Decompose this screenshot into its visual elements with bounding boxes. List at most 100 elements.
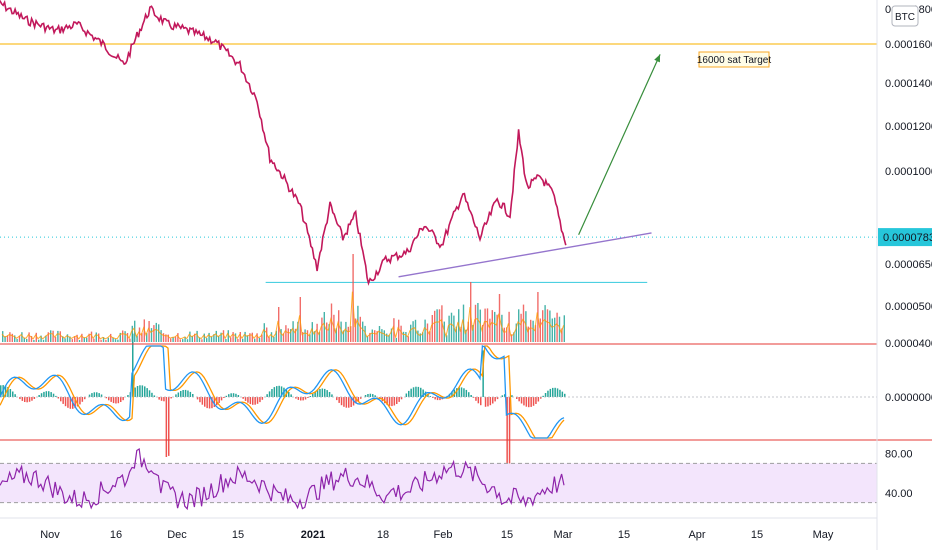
histogram-bar: [463, 388, 465, 397]
histogram-bar: [117, 397, 120, 404]
target-annotation[interactable]: 16000 sat Target: [697, 51, 772, 68]
volume-bar: [194, 333, 196, 342]
histogram-bar: [252, 397, 254, 405]
histogram-bar: [506, 397, 508, 478]
rsi-tick-label: 40.00: [885, 488, 913, 500]
volume-bar: [110, 333, 112, 342]
histogram-bar: [542, 395, 544, 397]
histogram-bar: [134, 387, 136, 397]
volume-bar: [210, 336, 213, 342]
volume-bar: [242, 338, 244, 342]
histogram-bar: [19, 397, 21, 400]
histogram-bar: [393, 397, 396, 406]
histogram-bar: [460, 387, 463, 397]
volume-bar: [513, 332, 515, 342]
histogram-bar: [192, 394, 194, 397]
histogram-bar: [429, 396, 432, 397]
histogram-bar: [386, 397, 388, 405]
histogram-bar: [62, 397, 64, 404]
histogram-bar: [549, 388, 552, 397]
histogram-bar: [9, 389, 12, 397]
histogram-bar: [480, 397, 482, 406]
volume-bar: [506, 327, 508, 342]
volume-bar: [42, 339, 45, 342]
volume-bar: [90, 331, 93, 342]
histogram-bar: [552, 387, 554, 397]
volume-bar: [374, 330, 376, 342]
histogram-bar: [163, 397, 165, 402]
volume-bar: [297, 321, 299, 342]
histogram-bar: [319, 389, 321, 397]
volume-bar: [510, 334, 513, 342]
volume-bar: [556, 312, 558, 342]
volume-bar: [218, 336, 220, 342]
histogram-bar: [328, 392, 331, 397]
histogram-bar: [420, 387, 422, 397]
volume-bar: [11, 333, 13, 342]
price-scale[interactable]: 0.00018000.00016000.00014000.00012000.00…: [876, 0, 932, 550]
histogram-bar: [357, 397, 360, 402]
price-pane[interactable]: 16000 sat Target: [0, 0, 877, 286]
volume-bar: [158, 324, 160, 342]
histogram-bar: [561, 391, 564, 397]
volume-bar: [311, 322, 313, 342]
volume-bar: [314, 331, 316, 342]
histogram-bar: [340, 397, 343, 406]
volume-bar: [436, 309, 438, 342]
histogram-bar: [496, 397, 499, 400]
histogram-bar: [55, 395, 57, 397]
time-axis[interactable]: Nov 16 Dec 15 2021 18 Feb 15 Mar 15 Apr 15 May: [0, 517, 877, 541]
volume-bar: [57, 330, 59, 342]
volume-bar: [354, 318, 357, 342]
volume-bar: [326, 322, 328, 342]
volume-bar: [347, 326, 349, 342]
rsi-pane[interactable]: [0, 447, 877, 511]
volume-bar: [263, 323, 265, 342]
volume-bar: [2, 331, 4, 342]
volume-bar: [14, 335, 16, 342]
volume-bar: [88, 333, 90, 342]
volume-bar: [256, 333, 258, 342]
volume-bar: [350, 326, 352, 342]
current-price-text: 0.0000783: [883, 232, 932, 244]
histogram-bar: [204, 397, 206, 407]
histogram-bar: [220, 397, 223, 401]
volume-bar: [345, 321, 347, 342]
oscillator-pane[interactable]: [0, 333, 877, 479]
histogram-bar: [184, 389, 187, 397]
volume-bar: [328, 324, 330, 342]
volume-bar: [371, 329, 373, 342]
histogram-bar: [326, 390, 328, 397]
volume-bar: [71, 339, 73, 342]
volume-bar: [230, 337, 232, 342]
volume-bar: [335, 328, 337, 342]
volume-bar: [321, 317, 323, 342]
volume-bar: [400, 325, 402, 342]
histogram-bar: [177, 392, 180, 397]
volume-bar: [290, 329, 292, 342]
histogram-bar: [396, 397, 398, 404]
histogram-bar: [182, 390, 184, 397]
histogram-bar: [199, 397, 201, 403]
histogram-bar: [144, 386, 146, 397]
volume-bar: [102, 337, 105, 342]
histogram-bar: [300, 397, 302, 401]
volume-bar: [28, 332, 30, 342]
time-tick-label: Nov: [40, 529, 60, 541]
time-tick-label: Mar: [554, 529, 573, 541]
histogram-bar: [100, 394, 103, 397]
price-series-line: [0, 0, 567, 286]
volume-bar: [304, 329, 306, 342]
volume-bar: [450, 312, 453, 342]
symbol-badge[interactable]: BTC: [891, 5, 919, 27]
histogram-bar: [84, 397, 86, 400]
histogram-bar: [52, 393, 55, 397]
histogram-bar: [213, 397, 216, 407]
histogram-bar: [105, 397, 108, 399]
histogram-bar: [465, 389, 468, 397]
histogram-bar: [494, 397, 496, 402]
histogram-bar: [88, 394, 91, 397]
price-tick-label: 0.0001200: [885, 121, 932, 133]
